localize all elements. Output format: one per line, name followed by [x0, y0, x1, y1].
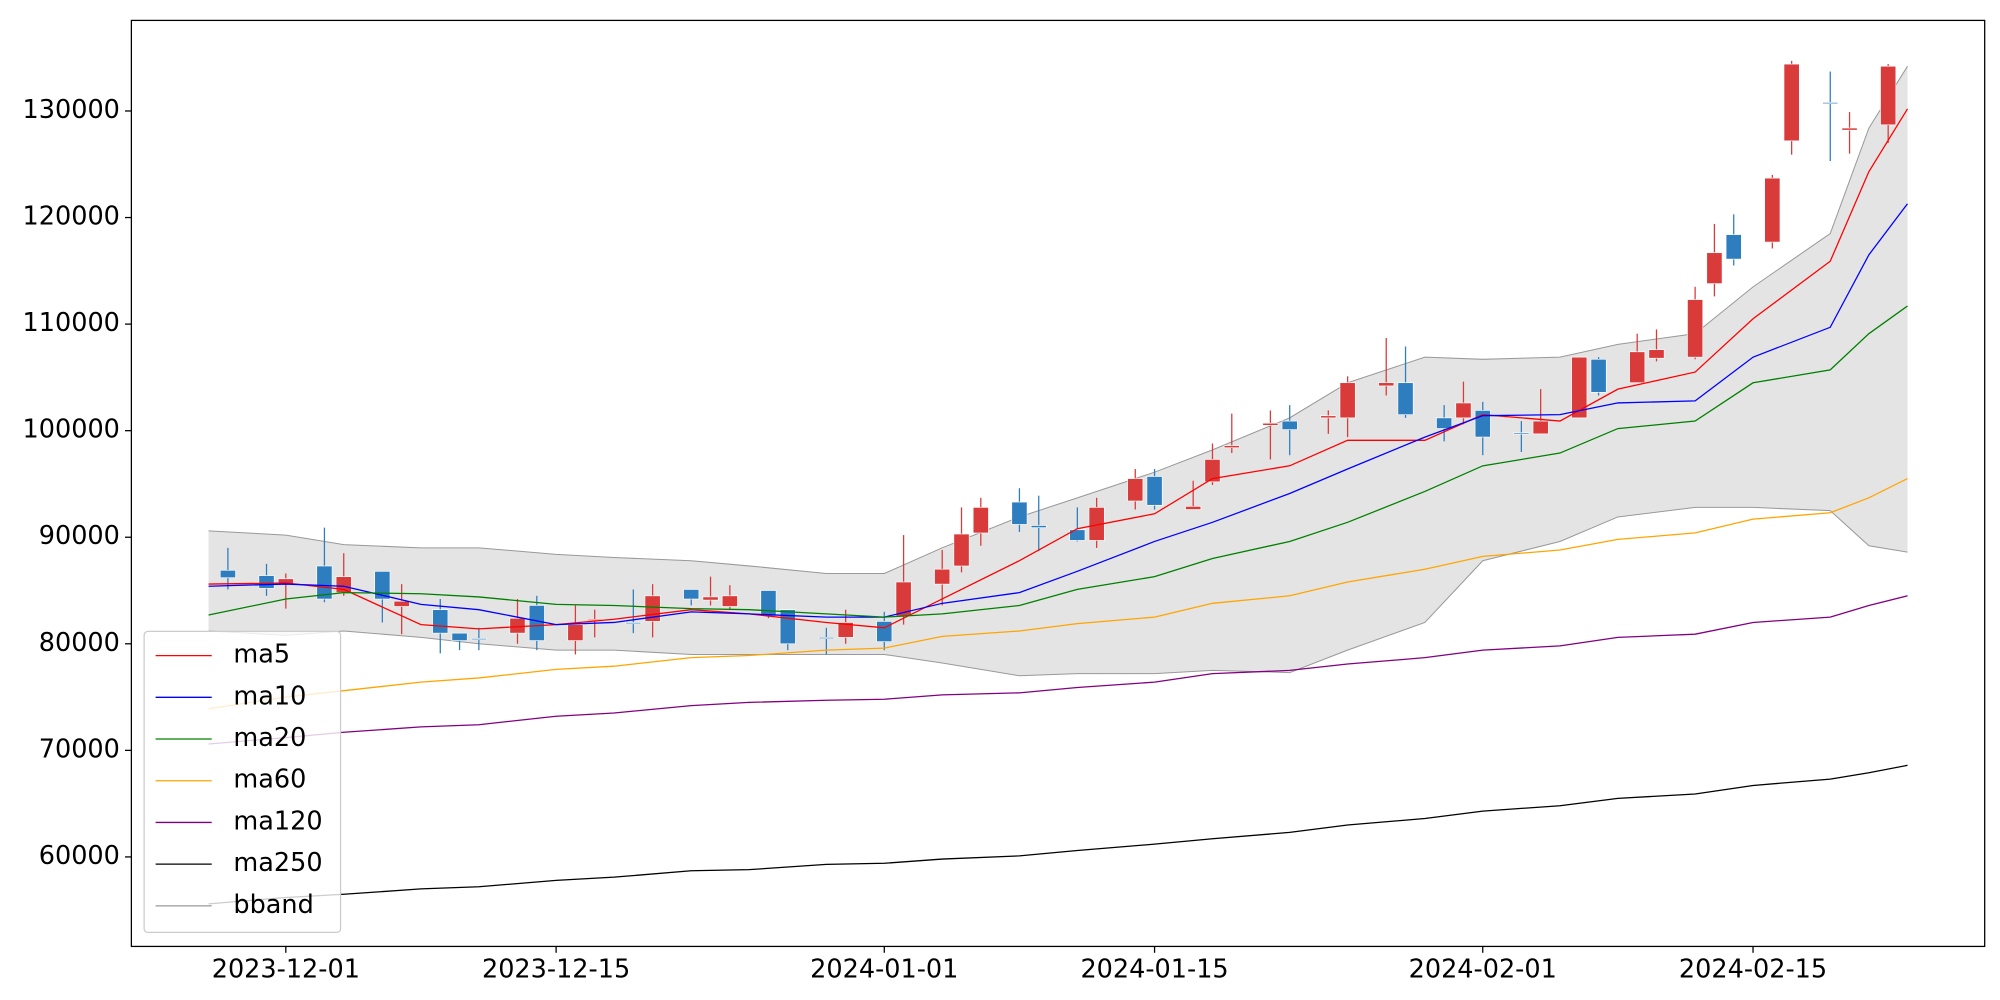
- ma-line: [208, 478, 1908, 710]
- candle-body: [528, 605, 545, 641]
- x-tick-label: 2023-12-01: [212, 955, 360, 985]
- candle-body: [1397, 382, 1414, 416]
- candle-body: [1146, 476, 1163, 506]
- candle-body: [1648, 349, 1665, 359]
- candle-body: [1783, 63, 1800, 142]
- candle-body: [1436, 417, 1453, 429]
- candle-body: [1281, 420, 1298, 430]
- candle-body: [509, 617, 526, 634]
- candle-body: [1320, 415, 1337, 419]
- legend-label: ma10: [233, 681, 306, 711]
- candle-body: [1262, 422, 1279, 426]
- candle-body: [258, 575, 275, 589]
- candle-body: [1339, 382, 1356, 419]
- candle-body: [219, 569, 236, 579]
- candle-body: [1571, 356, 1588, 419]
- candle-body: [1590, 358, 1607, 393]
- candle-body: [1127, 478, 1144, 502]
- y-tick-label: 90000: [39, 521, 120, 551]
- candle-body: [721, 595, 738, 607]
- band-layer: [208, 65, 1908, 677]
- candle-body: [760, 590, 777, 617]
- candle-body: [1030, 525, 1047, 528]
- x-tick-label: 2024-02-01: [1409, 955, 1557, 985]
- candle-body: [953, 533, 970, 567]
- ma-line: [208, 305, 1908, 618]
- candle-body: [1725, 234, 1742, 260]
- candle-body: [1223, 445, 1240, 449]
- candle-body: [451, 632, 468, 641]
- x-tick-label: 2024-02-15: [1679, 955, 1827, 985]
- bband-fill: [208, 66, 1908, 676]
- candle-body: [432, 609, 449, 634]
- legend-label: ma120: [233, 806, 322, 836]
- candle-body: [1687, 299, 1704, 358]
- candle-body: [1822, 102, 1839, 105]
- candle-body: [1841, 127, 1858, 131]
- y-tick-label: 110000: [23, 308, 120, 338]
- x-tick-label: 2024-01-01: [810, 955, 958, 985]
- candle-body: [1011, 501, 1028, 525]
- candle-body: [1706, 252, 1723, 284]
- legend-label: bband: [233, 890, 313, 920]
- ma-line: [208, 108, 1909, 630]
- bband-lower: [208, 506, 1908, 677]
- candle-body: [934, 568, 951, 585]
- legend-label: ma60: [233, 765, 306, 795]
- candle-body: [818, 637, 835, 639]
- legend-label: ma20: [233, 723, 306, 753]
- x-tick-label: 2024-01-15: [1080, 955, 1228, 985]
- y-tick-label: 70000: [39, 734, 120, 764]
- candle-body: [1455, 402, 1472, 419]
- candle-body: [972, 507, 989, 534]
- candle-layer: [219, 60, 1897, 655]
- legend: ma5 ma10 ma20 ma60 ma120 ma250 bband: [143, 630, 342, 934]
- candle-body: [335, 576, 352, 593]
- y-tick-label: 80000: [39, 628, 120, 658]
- candle-body: [1204, 459, 1221, 483]
- candle-body: [1185, 506, 1202, 510]
- legend-label: ma250: [233, 848, 322, 878]
- candle-body: [683, 589, 700, 600]
- x-tick-label: 2023-12-15: [482, 955, 630, 985]
- y-tick-label: 100000: [23, 415, 120, 445]
- candle-body: [374, 571, 391, 600]
- candle-body: [316, 565, 333, 600]
- candle-body: [1532, 420, 1549, 435]
- candle-body: [1629, 351, 1646, 384]
- y-tick-label: 130000: [23, 95, 120, 125]
- candle-body: [393, 600, 410, 607]
- candle-body: [1513, 432, 1530, 435]
- legend-box: [143, 630, 342, 934]
- candle-body: [470, 638, 487, 641]
- candle-body: [1764, 177, 1781, 243]
- candle-body: [1069, 529, 1086, 541]
- plot-frame: [130, 19, 1986, 948]
- candle-body: [567, 624, 584, 641]
- ma-line: [208, 764, 1908, 905]
- legend-label: ma5: [233, 640, 290, 670]
- candle-body: [1378, 382, 1395, 387]
- line-layer: [208, 108, 1909, 905]
- candle-body: [837, 622, 854, 638]
- y-tick-label: 60000: [39, 841, 120, 871]
- candle-body: [1880, 65, 1897, 126]
- candle-body: [625, 622, 642, 625]
- y-tick-label: 120000: [23, 202, 120, 232]
- ma-line: [208, 595, 1908, 745]
- axes-layer: 60000 70000 80000 90000 100000 110000 120000 13…: [23, 19, 1986, 985]
- candle-body: [702, 596, 719, 601]
- bband-upper: [208, 65, 1908, 574]
- ma-line: [208, 203, 1909, 626]
